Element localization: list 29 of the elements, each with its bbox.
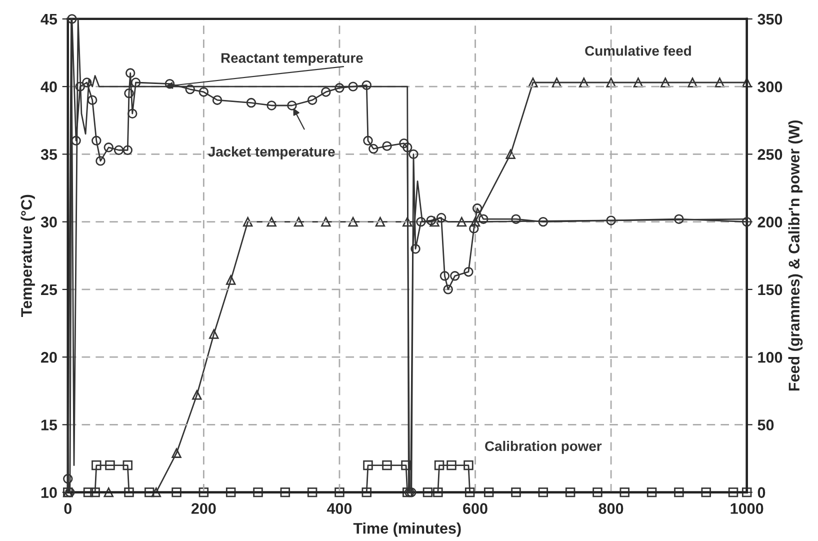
y2-tick-label: 300 bbox=[758, 81, 782, 92]
y-tick-label: 20 bbox=[41, 352, 57, 363]
x-tick-label: 600 bbox=[463, 503, 488, 514]
y2-tick-label: 250 bbox=[758, 149, 782, 160]
y-tick-label: 40 bbox=[40, 81, 57, 92]
series-label: Reactant temperature bbox=[221, 53, 363, 66]
y2-axis-title: Feed (grammes) & Calibr'n power (W) bbox=[788, 120, 803, 391]
y2-tick-label: 350 bbox=[758, 14, 782, 25]
series-label: Calibration power bbox=[485, 440, 602, 454]
y2-tick-label: 0 bbox=[758, 487, 766, 498]
y2-tick-label: 200 bbox=[758, 216, 782, 228]
y-tick-label: 25 bbox=[41, 284, 58, 296]
y-tick-label: 10 bbox=[41, 487, 57, 498]
x-axis-title: Time (minutes) bbox=[353, 522, 461, 537]
y-axis-title: Temperature (°C) bbox=[20, 194, 35, 317]
y-tick-label: 15 bbox=[41, 420, 58, 430]
x-tick-label: 0 bbox=[64, 503, 72, 514]
y-tick-label: 30 bbox=[40, 216, 57, 228]
x-tick-label: 200 bbox=[191, 503, 216, 514]
x-tick-label: 800 bbox=[598, 503, 624, 514]
x-tick-label: 400 bbox=[326, 503, 352, 514]
y-tick-label: 35 bbox=[40, 149, 58, 160]
text: Jacket temperature bbox=[208, 146, 335, 160]
x-tick-label: 1000 bbox=[730, 503, 764, 514]
y2-tick-label: 100 bbox=[758, 352, 782, 363]
y-tick-label: 45 bbox=[40, 14, 58, 25]
y2-tick-label: 50 bbox=[758, 420, 774, 430]
series-label: Cumulative feed bbox=[585, 46, 691, 56]
y2-tick-label: 150 bbox=[758, 284, 782, 296]
